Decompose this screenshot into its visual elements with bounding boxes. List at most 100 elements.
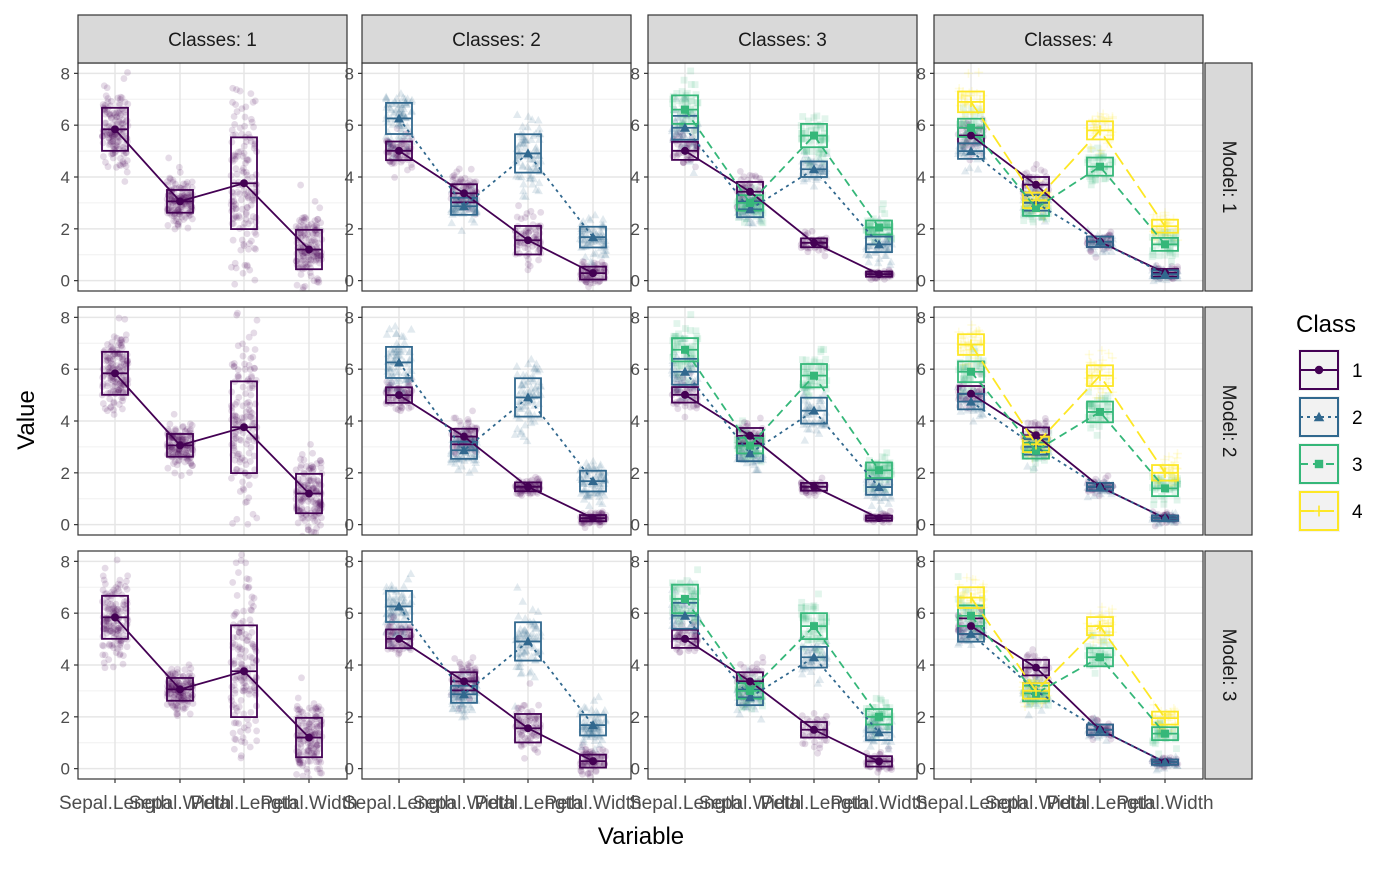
y-tick-label: 8 [61,308,70,327]
observation-point [108,403,115,410]
observation-point [113,142,120,149]
observation-point [228,264,235,271]
observation-point [240,153,247,160]
observation-point [116,315,123,322]
observation-point [229,520,236,527]
observation-point [250,511,257,518]
observation-point [252,346,259,353]
observation-point [316,204,323,211]
observation-point [1088,182,1095,189]
observation-point [687,311,694,318]
observation-point [302,283,309,290]
observation-point [232,413,239,420]
observation-point [465,416,472,423]
observation-point [242,390,249,397]
observation-point [240,485,247,492]
observation-point [102,159,109,166]
y-tick-label: 4 [345,412,354,431]
mean-point-class-3 [810,132,818,140]
observation-point [804,157,811,164]
mean-point-class-1 [395,147,403,155]
observation-point [312,198,319,205]
observation-point [254,317,261,324]
observation-point [187,421,194,428]
mean-point-class-3 [875,466,883,474]
observation-point [298,247,305,254]
observation-point [803,148,810,155]
observation-point [297,182,304,189]
observation-point [307,441,314,448]
observation-point [303,463,310,470]
y-tick-label: 4 [631,168,640,187]
observation-point [314,518,321,525]
observation-point [232,165,239,172]
mean-point-class-3 [875,224,883,232]
observation-point [815,148,822,155]
mean-point-class-1 [240,423,248,431]
observation-point [123,365,130,372]
observation-point [813,113,820,120]
observation-point [170,179,177,186]
observation-point [757,415,764,422]
y-tick-label: 2 [345,220,354,239]
y-tick-label: 4 [631,412,640,431]
observation-point [103,353,110,360]
observation-point [468,166,475,173]
observation-point [252,246,259,253]
observation-point [235,374,242,381]
observation-point [245,195,252,202]
mean-point-class-1 [240,179,248,187]
observation-point [313,496,320,503]
y-tick-label: 8 [631,64,640,83]
observation-point [1105,472,1112,479]
observation-point [879,453,886,460]
mean-point-class-1 [524,236,532,244]
observation-point [868,466,875,473]
y-tick-label: 8 [345,308,354,327]
mean-point-class-1 [810,483,818,491]
mean-point-class-1 [746,188,754,196]
observation-point [879,206,886,213]
mean-point-class-1 [460,189,468,197]
y-tick-label: 2 [345,464,354,483]
observation-point [178,472,185,479]
observation-point [248,413,255,420]
observation-point [113,114,120,121]
observation-point [235,394,242,401]
observation-point [240,384,247,391]
mean-point-class-1 [589,269,597,277]
observation-point [959,389,966,396]
observation-point [799,356,806,363]
observation-point [243,461,250,468]
mean-point-class-3 [681,346,689,354]
observation-point [231,447,238,454]
mean-point-class-1 [111,125,119,133]
observation-point [688,97,695,104]
observation-point [682,414,689,421]
mean-point-class-1 [681,147,689,155]
y-tick-label: 4 [345,168,354,187]
mean-point-class-1 [176,441,184,449]
observation-point [189,216,196,223]
observation-point [294,282,301,289]
observation-point [451,172,458,179]
observation-point [250,124,257,131]
observation-point [124,117,131,124]
observation-point [244,172,251,179]
observation-point [100,101,107,108]
observation-point [456,166,463,173]
mean-point-class-1 [176,197,184,205]
observation-point [673,153,680,160]
observation-point [469,407,476,414]
observation-point [250,99,257,106]
observation-point [404,167,411,174]
observation-point [251,277,258,284]
mean-point-class-1 [746,432,754,440]
observation-point [239,105,246,112]
observation-point [246,334,253,341]
observation-point [822,253,829,260]
observation-point [246,240,253,247]
